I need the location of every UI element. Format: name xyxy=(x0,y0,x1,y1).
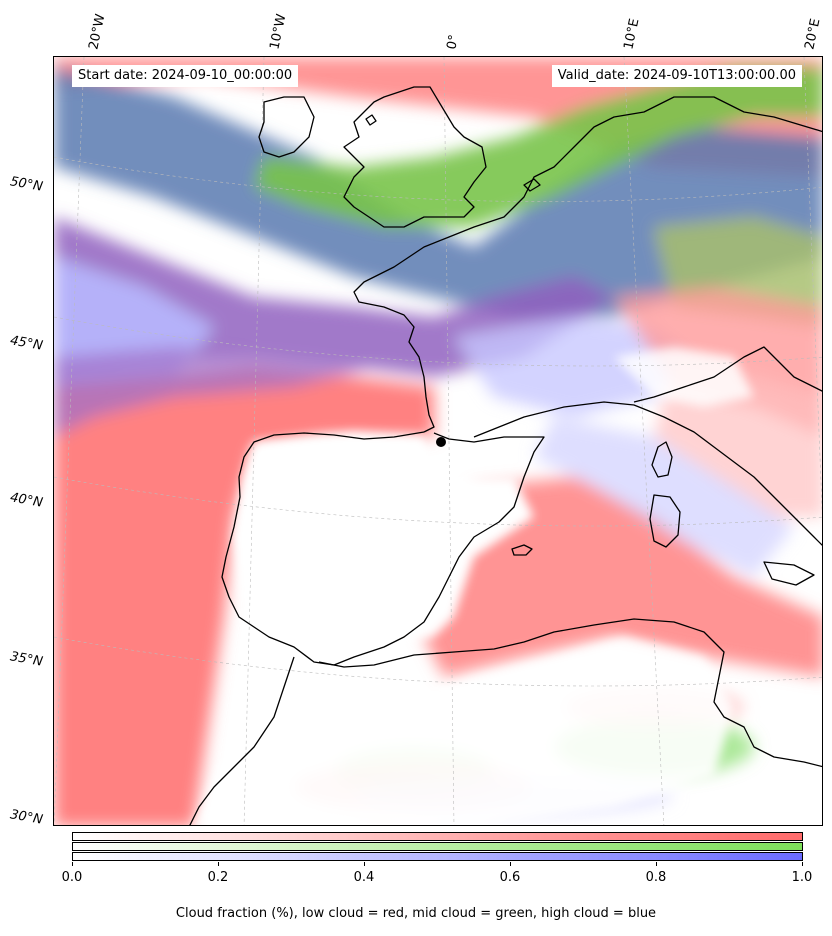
cloud-fraction-map: Start date: 2024-09-10_00:00:00 Valid_da… xyxy=(53,56,823,826)
coast-balearic xyxy=(511,544,533,556)
colorbar-mid-cloud xyxy=(72,842,803,851)
colorbar-tick-0-6: 0.6 xyxy=(499,870,521,885)
lat-tick-45n: 45°N xyxy=(8,333,44,354)
coast-italy xyxy=(473,401,822,546)
colorbar-tick-mark xyxy=(656,862,657,866)
lon-tick-0: 0° xyxy=(444,33,463,51)
colorbar-tick-1: 1.0 xyxy=(791,870,813,885)
coast-sicily xyxy=(763,561,815,586)
colorbar-tick-0-4: 0.4 xyxy=(353,870,375,885)
high-cloud-streak xyxy=(54,347,374,437)
lon-tick-20e: 20°E xyxy=(802,17,824,52)
colorbar-tick-mark xyxy=(802,862,803,866)
colorbar-tick-mark xyxy=(364,862,365,866)
lat-tick-30n: 30°N xyxy=(8,807,44,828)
coast-corsica xyxy=(651,441,673,478)
colorbar-tick-mark xyxy=(218,862,219,866)
coast-great-britain xyxy=(343,86,487,228)
location-marker xyxy=(436,437,446,447)
coast-africa xyxy=(189,656,295,825)
start-date-label: Start date: 2024-09-10_00:00:00 xyxy=(72,65,299,87)
coastlines xyxy=(189,86,822,825)
low-cloud-atlantic xyxy=(54,367,434,825)
coast-shetland xyxy=(523,178,541,192)
colorbar xyxy=(72,832,803,862)
colorbar-tick-0: 0.0 xyxy=(61,870,83,885)
colorbar-low-cloud xyxy=(72,832,803,841)
coast-iberia xyxy=(221,431,545,666)
high-cloud-france xyxy=(454,317,694,417)
lat-tick-40n: 40°N xyxy=(8,490,44,511)
lat-tick-50n: 50°N xyxy=(8,174,44,195)
lon-tick-20w: 20°W xyxy=(86,12,109,51)
colorbar-tick-mark xyxy=(72,862,73,866)
colorbar-high-cloud xyxy=(72,852,803,861)
coast-sardinia xyxy=(649,494,681,548)
colorbar-tick-0-2: 0.2 xyxy=(207,870,229,885)
coast-italy-north xyxy=(633,346,822,403)
mid-cloud-band xyxy=(254,67,822,227)
lat-tick-35n: 35°N xyxy=(8,649,44,670)
colorbar-tick-mark xyxy=(510,862,511,866)
coast-north-africa xyxy=(318,618,822,768)
high-cloud-central-med xyxy=(534,417,794,577)
coast-ireland xyxy=(258,96,315,158)
colorbar-label: Cloud fraction (%), low cloud = red, mid… xyxy=(175,906,657,921)
high-cloud-band-north xyxy=(54,67,822,317)
lon-tick-10w: 10°W xyxy=(267,12,290,51)
coast-continent-north xyxy=(353,96,822,433)
lon-tick-10e: 10°E xyxy=(621,17,643,52)
graticule xyxy=(54,57,822,825)
coast-isle-of-man xyxy=(365,114,377,126)
valid-date-label: Valid_date: 2024-09-10T13:00:00.00 xyxy=(551,65,802,87)
clear-sky-iberia xyxy=(194,347,754,825)
colorbar-tick-0-8: 0.8 xyxy=(645,870,667,885)
map-canvas xyxy=(54,57,822,825)
